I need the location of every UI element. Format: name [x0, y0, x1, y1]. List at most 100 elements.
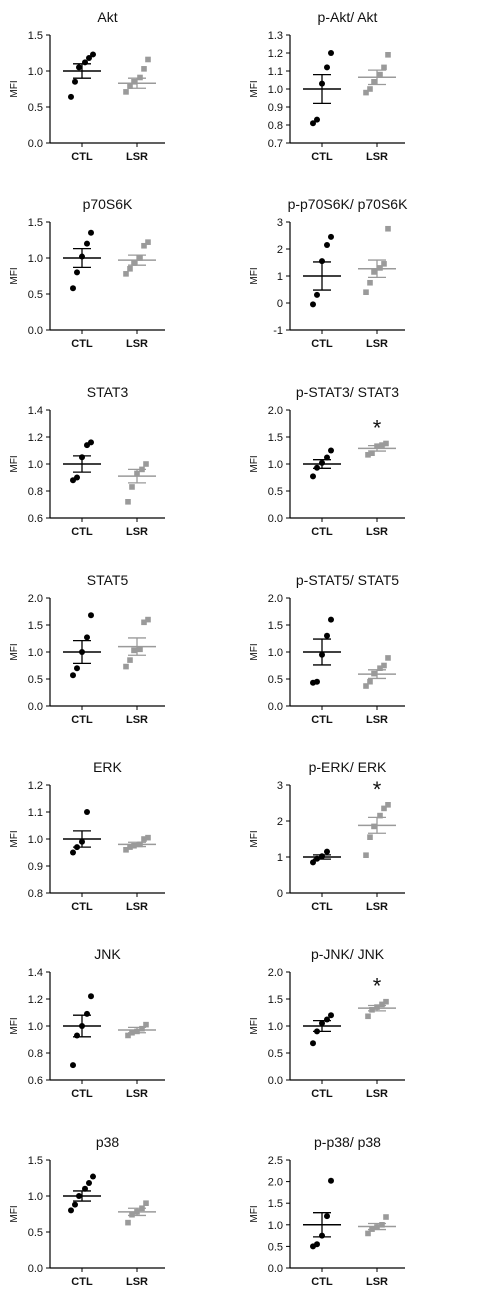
- data-point-lsr: [367, 86, 373, 92]
- data-point-lsr: [131, 79, 137, 85]
- data-point-ctl: [324, 1213, 330, 1220]
- y-tick-label: 0.0: [28, 138, 43, 150]
- data-point-ctl: [70, 672, 76, 679]
- data-point-lsr: [123, 663, 129, 670]
- data-point-ctl: [328, 447, 334, 454]
- data-point-lsr: [143, 1021, 149, 1028]
- x-tick-label: CTL: [311, 526, 333, 538]
- y-tick-label: 1.2: [28, 780, 43, 792]
- panel-0: Akt 0.0 0.5 1.0 1.5 MFI CTL LSR: [9, 9, 165, 163]
- y-tick-label: 0.9: [268, 102, 283, 114]
- panel-5: p-STAT3/ STAT3 0.0 0.5 1.0 1.5 2.0 MFI CTL LSR *: [249, 384, 405, 538]
- y-tick-label: 2.0: [268, 405, 283, 417]
- data-point-lsr: [385, 52, 391, 58]
- panel-9: p-ERK/ ERK 0 1 2 3 MFI CTL LSR *: [249, 759, 405, 913]
- y-tick-label: 1.1: [28, 807, 43, 819]
- x-tick-label: CTL: [311, 714, 333, 726]
- data-point-lsr: [129, 484, 135, 490]
- panel-title: STAT3: [87, 384, 129, 400]
- y-tick-label: 1.0: [28, 253, 43, 265]
- y-tick-label: -1: [273, 325, 283, 337]
- data-point-lsr: [385, 225, 391, 232]
- panel-title: STAT5: [87, 572, 129, 588]
- data-point-lsr: [377, 71, 383, 78]
- x-tick-label: CTL: [71, 1088, 93, 1100]
- data-point-lsr: [143, 461, 149, 467]
- data-point-lsr: [145, 56, 151, 63]
- data-point-lsr: [127, 83, 133, 89]
- data-point-ctl: [70, 285, 76, 292]
- data-point-lsr: [385, 655, 391, 661]
- y-axis-label: MFI: [249, 80, 260, 97]
- data-point-lsr: [383, 1214, 389, 1220]
- y-axis-label: MFI: [249, 1205, 260, 1222]
- y-tick-label: 0.5: [28, 289, 43, 301]
- x-tick-label: LSR: [126, 1276, 148, 1288]
- y-tick-label: 1.1: [268, 66, 283, 78]
- y-tick-label: 2: [277, 244, 283, 256]
- y-tick-label: 0.0: [268, 1075, 283, 1087]
- x-tick-label: CTL: [71, 338, 93, 350]
- y-tick-label: 0: [277, 298, 283, 310]
- significance-marker: *: [373, 777, 382, 802]
- data-point-lsr: [363, 289, 369, 295]
- y-tick-label: 1.0: [28, 834, 43, 846]
- data-point-lsr: [381, 662, 387, 669]
- y-axis-label: MFI: [249, 830, 260, 847]
- y-tick-label: 1.5: [268, 432, 283, 444]
- y-axis-label: MFI: [9, 643, 20, 660]
- data-point-lsr: [125, 1219, 131, 1226]
- data-point-ctl: [86, 55, 92, 62]
- data-point-ctl: [310, 301, 316, 308]
- data-point-lsr: [123, 847, 129, 853]
- panel-7: p-STAT5/ STAT5 0.0 0.5 1.0 1.5 2.0 MFI CTL LSR: [249, 572, 405, 726]
- y-tick-label: 1.0: [28, 66, 43, 78]
- data-point-lsr: [123, 271, 129, 277]
- y-tick-label: 1.2: [28, 432, 43, 444]
- data-point-lsr: [363, 89, 369, 96]
- y-tick-label: 0.9: [28, 861, 43, 873]
- x-tick-label: LSR: [366, 526, 388, 538]
- y-tick-label: 0.5: [28, 102, 43, 114]
- data-point-lsr: [365, 1013, 371, 1020]
- data-point-lsr: [383, 998, 389, 1005]
- y-axis-label: MFI: [9, 267, 20, 284]
- y-tick-label: 0.0: [268, 513, 283, 525]
- panel-2: p70S6K 0.0 0.5 1.0 1.5 MFI CTL LSR: [9, 196, 165, 350]
- data-point-lsr: [369, 450, 375, 456]
- data-point-ctl: [70, 849, 76, 856]
- data-point-lsr: [141, 836, 147, 842]
- x-tick-label: LSR: [126, 1088, 148, 1100]
- y-axis-label: MFI: [249, 267, 260, 284]
- y-axis-label: MFI: [9, 830, 20, 847]
- y-axis-label: MFI: [9, 455, 20, 472]
- data-point-ctl: [310, 859, 316, 866]
- x-tick-label: LSR: [366, 1088, 388, 1100]
- y-tick-label: 1.0: [28, 459, 43, 471]
- data-point-ctl: [84, 1010, 90, 1017]
- x-tick-label: LSR: [366, 338, 388, 350]
- x-tick-label: CTL: [311, 901, 333, 913]
- data-point-ctl: [314, 1241, 320, 1248]
- x-tick-label: LSR: [126, 714, 148, 726]
- x-tick-label: CTL: [311, 1276, 333, 1288]
- data-point-lsr: [379, 1222, 385, 1228]
- panel-6: STAT5 0.0 0.5 1.0 1.5 2.0 MFI CTL LSR: [9, 572, 165, 726]
- data-point-ctl: [86, 1180, 92, 1187]
- data-point-ctl: [76, 64, 82, 71]
- y-tick-label: 0.0: [28, 325, 43, 337]
- y-tick-label: 0.0: [268, 1263, 283, 1275]
- data-point-lsr: [377, 665, 383, 671]
- y-tick-label: 2.0: [268, 593, 283, 605]
- y-tick-label: 0.8: [28, 888, 43, 900]
- data-point-ctl: [88, 229, 94, 236]
- data-point-lsr: [137, 255, 143, 261]
- panel-4: STAT3 0.6 0.8 1.0 1.2 1.4 MFI CTL LSR: [9, 384, 165, 538]
- panel-13: p-p38/ p38 0.0 0.5 1.0 1.5 2.0 2.5 MFI CTL LSR: [249, 1134, 405, 1288]
- data-point-lsr: [371, 269, 377, 275]
- y-tick-label: 2.5: [268, 1155, 283, 1167]
- x-tick-label: LSR: [366, 151, 388, 163]
- data-point-lsr: [367, 678, 373, 685]
- data-point-lsr: [381, 805, 387, 812]
